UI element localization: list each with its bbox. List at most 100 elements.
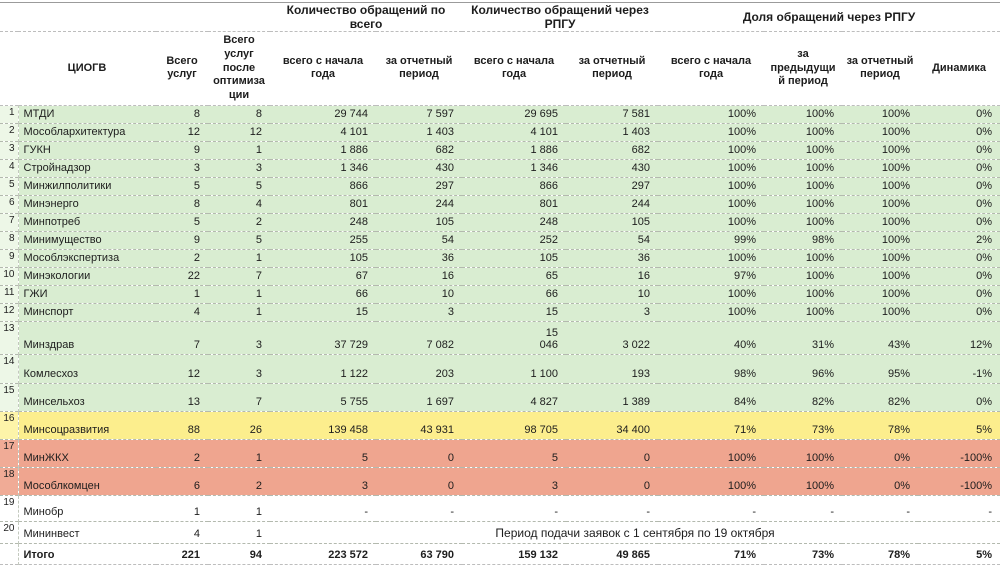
cell-value: 0	[566, 439, 659, 468]
cell-value: 5%	[918, 411, 1000, 440]
cell-value: 100%	[764, 141, 843, 160]
cell-value: 16	[566, 267, 659, 286]
cell-value: 0%	[918, 213, 1000, 232]
cell-value: 100%	[764, 267, 843, 286]
cell-value: 8	[208, 105, 270, 124]
cell-value: 1	[156, 285, 208, 304]
cell-value: 7	[208, 267, 270, 286]
cell-value: 1 886	[270, 141, 376, 160]
row-number: 16	[0, 411, 19, 440]
ciogv-name: Минимущество	[18, 231, 156, 250]
cell-value: 12%	[918, 321, 1000, 355]
cell-value: 7	[156, 321, 208, 355]
column-header-total-services: Всего услуг	[166, 54, 198, 81]
cell-value: 29 695	[462, 105, 567, 124]
cell-value: 15 046	[462, 321, 567, 355]
ciogv-name: Мособлархитектура	[18, 123, 156, 142]
table-row: 9 Мособлэкспертиза 2 1 105 36 105 36 100% 100% 100…	[0, 249, 1000, 268]
table-row: 8 Минимущество 9 5 255 54 252 54 99% 98% 100% 2%	[0, 231, 1000, 250]
cell-value: 0%	[918, 285, 1000, 304]
cell-value: 100%	[764, 213, 843, 232]
cell-value: -	[462, 495, 567, 522]
row-number: 1	[0, 105, 19, 124]
cell-value: 31%	[764, 321, 843, 355]
cell-value: 100%	[764, 467, 843, 496]
cell-value: 3	[270, 467, 376, 496]
cell-value: 100%	[764, 105, 843, 124]
cell-value: 430	[376, 159, 463, 178]
cell-value: 100%	[842, 249, 919, 268]
cell-value: 82%	[842, 383, 919, 412]
cell-value: 100%	[842, 105, 919, 124]
cell-value: 100%	[658, 123, 765, 142]
cell-value: 100%	[764, 285, 843, 304]
cell-value: -	[376, 495, 463, 522]
row-number: 17	[0, 439, 19, 468]
cell-value: 0%	[918, 105, 1000, 124]
row-number: 20	[0, 521, 19, 544]
cell-value: 98%	[658, 354, 765, 384]
column-header-rpgu-year: всего с начала года	[473, 54, 555, 81]
cell-value: -	[918, 495, 1000, 522]
table-row: 11 ГЖИ 1 1 66 10 66 10 100% 100% 100% 0%	[0, 285, 1000, 304]
total-value: 5%	[918, 543, 1000, 565]
cell-value: -	[842, 495, 919, 522]
cell-value: 682	[376, 141, 463, 160]
cell-value: 26	[208, 411, 270, 440]
total-value: 221	[156, 543, 208, 565]
cell-value: 100%	[842, 195, 919, 214]
group-header-spacer	[0, 3, 270, 32]
cell-value: 203	[376, 354, 463, 384]
cell-value: 96%	[764, 354, 843, 384]
cell-value: 0%	[918, 303, 1000, 322]
table-body: 1 МТДИ 8 8 29 744 7 597 29 695 7 581 100% 100% 100…	[0, 105, 1000, 565]
table-row: 14 Комлесхоз 12 3 1 122 203 1 100 193 98% 96% 95% -…	[0, 354, 1000, 384]
cell-value: 100%	[764, 249, 843, 268]
cell-value: 100%	[658, 467, 765, 496]
total-value: 159 132	[462, 543, 567, 565]
cell-value: 34 400	[566, 411, 659, 440]
cell-value: 0%	[918, 123, 1000, 142]
cell-value: 100%	[764, 195, 843, 214]
cell-value: 2%	[918, 231, 1000, 250]
cell-value: 95%	[842, 354, 919, 384]
cell-value: 15	[462, 303, 567, 322]
cell-value: 100%	[842, 123, 919, 142]
cell-value: 1	[208, 439, 270, 468]
table-row: 19 Минобр 1 1- - - - - - - -	[0, 495, 1000, 522]
ciogv-name: Минспорт	[18, 303, 156, 322]
table-row: 7 Минпотреб 5 2 248 105 248 105 100% 100% 100% 0%	[0, 213, 1000, 232]
row-number: 7	[0, 213, 19, 232]
cell-value: 801	[462, 195, 567, 214]
cell-value: 1 697	[376, 383, 463, 412]
cell-value: -100%	[918, 439, 1000, 468]
total-value: 73%	[764, 543, 843, 565]
ciogv-name: Комлесхоз	[18, 354, 156, 384]
column-header-rpgu-period: за отчетный период	[578, 54, 646, 81]
cell-value: 100%	[842, 141, 919, 160]
total-value: 78%	[842, 543, 919, 565]
ciogv-name: Минпотреб	[18, 213, 156, 232]
cell-value: 8	[156, 195, 208, 214]
cell-value: 43%	[842, 321, 919, 355]
row-number: 2	[0, 123, 19, 142]
cell-value: 71%	[658, 411, 765, 440]
cell-value: 0%	[918, 141, 1000, 160]
column-header-dynamics: Динамика	[932, 61, 986, 74]
ciogv-name: Стройнадзор	[18, 159, 156, 178]
cell-value: 248	[462, 213, 567, 232]
cell-value: 6	[156, 467, 208, 496]
cell-value: 3 022	[566, 321, 659, 355]
cell-value: 100%	[764, 177, 843, 196]
totals-label: Итого	[18, 543, 156, 565]
cell-value: 866	[462, 177, 567, 196]
cell-value: 244	[566, 195, 659, 214]
cell-value: 100%	[842, 159, 919, 178]
cell-value: 1	[208, 495, 270, 522]
row-number: 6	[0, 195, 19, 214]
cell-value: -100%	[918, 467, 1000, 496]
total-value: 63 790	[376, 543, 463, 565]
table-row: 5 Минжилполитики 5 5 866 297 866 297 100% 100% 100…	[0, 177, 1000, 196]
cell-value: 1 346	[270, 159, 376, 178]
